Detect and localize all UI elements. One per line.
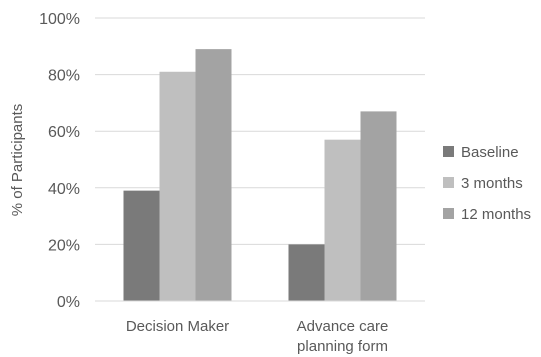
bar-12-months bbox=[360, 111, 397, 301]
y-axis-label: % of Participants bbox=[9, 104, 26, 217]
x-axis-categories: Decision Maker Advance care planning form bbox=[126, 318, 389, 355]
y-tick-label: 80% bbox=[48, 68, 80, 85]
y-tick-label: 100% bbox=[39, 11, 80, 28]
x-category-label: Decision Maker bbox=[126, 318, 229, 335]
y-tick-label: 20% bbox=[48, 237, 80, 254]
y-axis-ticks: 0% 20% 40% 60% 80% 100% bbox=[39, 11, 80, 311]
bar-baseline bbox=[123, 190, 160, 301]
legend-swatch bbox=[443, 146, 454, 157]
legend-swatch bbox=[443, 177, 454, 188]
legend-label: 12 months bbox=[461, 206, 531, 223]
bar-3-months bbox=[324, 139, 361, 301]
bar-3-months bbox=[159, 71, 196, 302]
legend: Baseline 3 months 12 months bbox=[443, 144, 531, 223]
legend-label: 3 months bbox=[461, 175, 523, 192]
y-tick-label: 60% bbox=[48, 124, 80, 141]
legend-swatch bbox=[443, 208, 454, 219]
bar-12-months bbox=[195, 49, 232, 301]
y-tick-label: 40% bbox=[48, 181, 80, 198]
bar-baseline bbox=[288, 244, 325, 301]
y-tick-label: 0% bbox=[57, 294, 80, 311]
legend-label: Baseline bbox=[461, 144, 519, 161]
bars bbox=[123, 49, 397, 302]
x-category-label: Advance care planning form bbox=[297, 318, 389, 355]
